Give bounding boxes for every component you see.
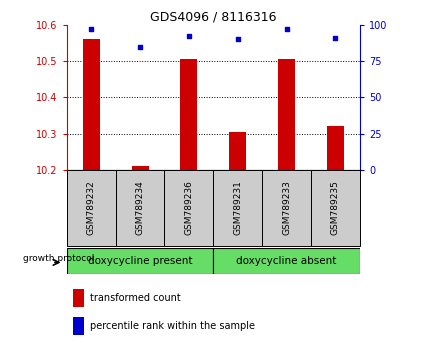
Text: doxycycline absent: doxycycline absent [236, 256, 336, 266]
Text: GSM789236: GSM789236 [184, 181, 193, 235]
Bar [213, 170, 261, 246]
Point [283, 26, 289, 32]
Bar [73, 317, 84, 335]
Bar [73, 289, 84, 307]
Point [234, 36, 241, 42]
Text: transformed count: transformed count [90, 293, 181, 303]
Bar [164, 170, 213, 246]
Bar [277, 59, 295, 170]
Point [136, 44, 143, 49]
Bar [261, 170, 310, 246]
Bar [67, 248, 213, 274]
Bar [67, 170, 115, 246]
Text: GSM789231: GSM789231 [233, 181, 242, 235]
Text: doxycycline present: doxycycline present [88, 256, 192, 266]
Bar [180, 59, 197, 170]
Bar [310, 170, 359, 246]
Text: growth protocol: growth protocol [23, 254, 95, 263]
Bar [229, 132, 246, 170]
Bar [213, 248, 359, 274]
Bar [83, 39, 100, 170]
Bar [131, 166, 148, 170]
Bar [115, 170, 164, 246]
Point [88, 26, 95, 32]
Point [185, 34, 192, 39]
Point [331, 35, 338, 41]
Text: GSM789232: GSM789232 [86, 181, 95, 235]
Title: GDS4096 / 8116316: GDS4096 / 8116316 [150, 11, 276, 24]
Text: GSM789235: GSM789235 [330, 181, 339, 235]
Bar [326, 126, 343, 170]
Text: GSM789234: GSM789234 [135, 181, 144, 235]
Text: GSM789233: GSM789233 [282, 181, 290, 235]
Text: percentile rank within the sample: percentile rank within the sample [90, 321, 255, 331]
